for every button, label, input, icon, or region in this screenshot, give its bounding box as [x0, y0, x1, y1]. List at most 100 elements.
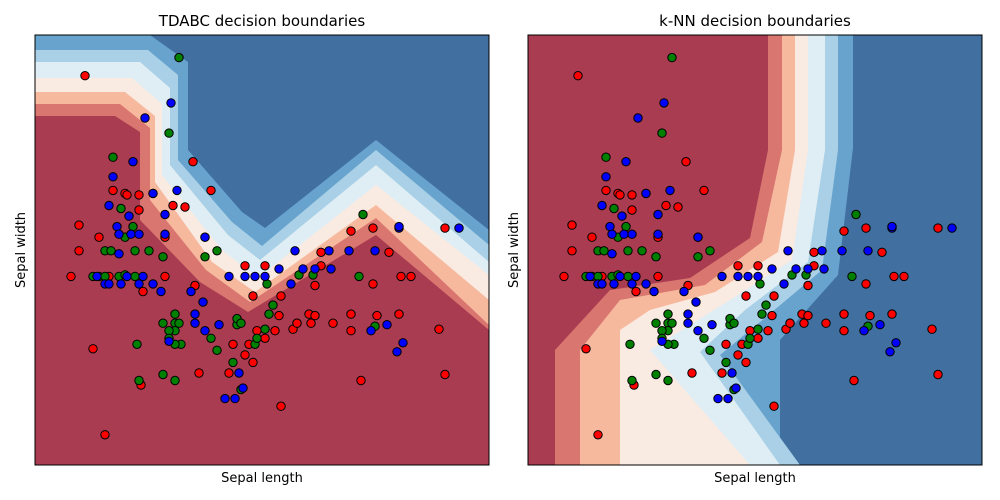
knn-point-s1-34 [705, 345, 715, 355]
tdabc-point-s0-47 [248, 357, 258, 368]
tdabc-panel: TDABC decision boundaries Sepal length S… [14, 12, 490, 486]
knn-panel: k-NN decision boundaries Sepal length Se… [507, 12, 983, 486]
tdabc-point-s2-50 [234, 368, 244, 378]
tdabc-point-s0-17 [66, 271, 76, 282]
tdabc-point-s2-31 [240, 271, 250, 282]
tdabc-point-s2-40 [324, 246, 334, 256]
knn-point-s2-11 [627, 229, 637, 239]
tdabc-point-s2-45 [394, 221, 404, 232]
knn-point-s2-23 [649, 286, 659, 297]
tdabc-point-s1-41 [260, 324, 270, 334]
tdabc-point-s0-20 [384, 247, 394, 258]
knn-point-s0-21 [809, 247, 819, 258]
knn-xlabel: Sepal length [714, 471, 796, 486]
tdabc-point-s0-10 [74, 220, 84, 230]
tdabc-point-s2-22 [148, 279, 158, 289]
knn-point-s2-52 [713, 393, 723, 404]
knn-point-s2-8 [605, 221, 615, 232]
tdabc-point-s0-43 [260, 333, 270, 343]
knn-point-s2-27 [683, 318, 693, 328]
knn-point-s2-12 [653, 229, 663, 239]
knn-point-s0-6 [615, 190, 625, 200]
knn-point-s0-10 [567, 220, 577, 230]
tdabc-point-s2-27 [190, 318, 200, 328]
tdabc-point-s1-13 [200, 252, 210, 262]
knn-point-s2-31 [733, 271, 743, 282]
knn-point-s1-24 [667, 318, 677, 328]
knn-point-s2-21 [627, 279, 637, 289]
knn-point-s1-5 [621, 221, 631, 232]
knn-point-s0-41 [821, 318, 831, 328]
tdabc-point-s1-4 [116, 203, 126, 214]
knn-point-s1-21 [663, 309, 673, 319]
knn-point-s0-43 [753, 333, 763, 343]
knn-point-s2-54 [653, 209, 663, 220]
tdabc-point-s0-31 [274, 310, 284, 321]
knn-point-s2-13 [693, 232, 703, 242]
knn-point-s0-50 [849, 375, 859, 386]
tdabc-point-s0-29 [276, 291, 286, 301]
tdabc-point-s0-50 [356, 375, 366, 386]
knn-point-s2-49 [891, 338, 901, 348]
tdabc-point-s2-14 [114, 249, 124, 259]
knn-point-s2-45 [887, 221, 897, 232]
knn-point-s1-13 [693, 252, 703, 262]
tdabc-point-s0-26 [396, 271, 406, 282]
tdabc-point-s2-33 [260, 271, 270, 282]
tdabc-point-s1-32 [158, 369, 168, 380]
knn-point-s0-34 [803, 310, 813, 321]
knn-point-s1-41 [753, 324, 763, 334]
tdabc-point-s0-30 [248, 291, 258, 301]
tdabc-point-s0-59 [440, 223, 450, 233]
tdabc-point-s0-0 [80, 71, 90, 81]
tdabc-point-s2-1 [140, 113, 150, 123]
tdabc-point-s1-44 [354, 271, 364, 282]
knn-point-s2-4 [601, 172, 611, 182]
tdabc-point-s0-58 [434, 324, 444, 334]
tdabc-point-s2-34 [274, 264, 284, 274]
tdabc-point-s2-2 [128, 157, 138, 167]
tdabc-point-s2-30 [224, 271, 234, 282]
knn-point-s2-14 [607, 249, 617, 259]
knn-point-s1-44 [847, 271, 857, 282]
tdabc-point-s0-46 [240, 350, 250, 360]
knn-point-s2-35 [779, 279, 789, 289]
knn-point-s0-52 [631, 286, 641, 297]
tdabc-point-s2-0 [166, 98, 176, 108]
knn-point-s2-0 [659, 98, 669, 108]
knn-point-s0-37 [763, 326, 773, 336]
tdabc-point-s2-5 [148, 188, 158, 199]
tdabc-point-s1-1 [164, 128, 174, 138]
knn-point-s1-25 [651, 318, 661, 328]
tdabc-point-s0-56 [372, 310, 382, 321]
tdabc-point-s0-11 [368, 223, 378, 233]
knn-point-s2-50 [727, 368, 737, 378]
knn-point-s0-46 [733, 350, 743, 360]
knn-point-s2-24 [679, 286, 689, 297]
knn-point-s2-42 [863, 246, 873, 256]
knn-point-s2-32 [743, 271, 753, 282]
knn-point-s0-45 [721, 339, 731, 349]
tdabc-point-s2-17 [104, 279, 114, 289]
knn-point-s2-36 [791, 264, 801, 274]
knn-point-s2-34 [767, 264, 777, 274]
tdabc-point-s1-37 [228, 357, 238, 368]
tdabc-point-s2-9 [114, 229, 124, 239]
tdabc-point-s1-24 [174, 318, 184, 328]
tdabc-point-s0-18 [160, 271, 170, 282]
knn-point-s0-26 [889, 271, 899, 282]
knn-point-s1-36 [699, 333, 709, 343]
tdabc-point-s0-6 [122, 190, 132, 200]
knn-point-s0-5 [627, 190, 637, 200]
tdabc-point-s2-19 [122, 271, 132, 282]
tdabc-point-s2-47 [366, 326, 376, 336]
tdabc-point-s0-21 [316, 247, 326, 258]
tdabc-points [66, 52, 464, 440]
tdabc-point-s0-53 [88, 344, 98, 354]
tdabc-point-s2-20 [138, 271, 148, 282]
knn-point-s0-7 [661, 200, 671, 211]
knn-point-s1-33 [663, 375, 673, 386]
tdabc-point-s0-2 [206, 185, 216, 196]
knn-point-s2-51 [731, 383, 741, 393]
tdabc-point-s2-49 [398, 338, 408, 348]
